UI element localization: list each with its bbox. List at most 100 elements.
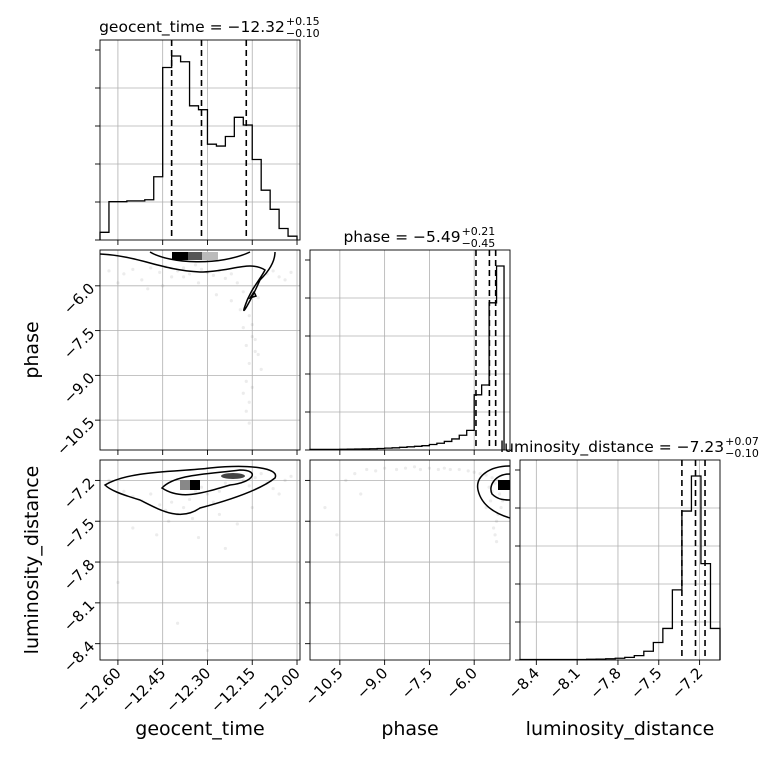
sample-point — [223, 276, 227, 280]
sample-point — [235, 522, 239, 526]
sample-point — [487, 485, 491, 489]
sample-point — [484, 473, 488, 477]
sample-point — [499, 506, 503, 510]
sample-point — [205, 648, 210, 653]
x-tick-label: −9.0 — [353, 664, 391, 702]
sample-point — [211, 500, 216, 504]
sample-point — [478, 472, 482, 476]
contour-outer — [103, 465, 277, 516]
density-secondary — [221, 473, 245, 479]
sample-point — [158, 270, 162, 274]
title-sub-luminosity_distance: −0.10 — [725, 447, 759, 460]
density-high — [180, 480, 190, 490]
sample-point — [217, 489, 222, 493]
sample-point — [223, 481, 227, 485]
sample-point — [131, 526, 135, 530]
sample-point — [442, 466, 446, 470]
panel-frame — [99, 39, 301, 241]
panel-phase-hist: phase = −5.49 +0.21−0.45 — [305, 225, 511, 455]
panel-geocent_time-hist: geocent_time = −12.32 +0.15−0.10 — [95, 15, 320, 245]
panel-geocent_time-vs-phase: −10.5 −9.0 −7.5 −6.0 phase — [21, 249, 301, 459]
y-tick-label: −8.1 — [60, 596, 98, 634]
sample-point — [488, 499, 493, 503]
sample-point — [250, 385, 254, 389]
sample-point — [116, 580, 120, 585]
contour-inner — [149, 251, 251, 263]
sample-point — [394, 467, 399, 472]
sample-point — [211, 273, 216, 277]
histogram-phase — [309, 265, 505, 451]
title-sub-phase: −0.45 — [462, 237, 496, 250]
y-tick-label: −6.0 — [60, 279, 98, 317]
sample-point — [247, 400, 251, 404]
y-tick-label: −7.5 — [60, 324, 98, 362]
sample-point — [283, 478, 287, 483]
sample-point — [205, 492, 210, 496]
sample-point — [250, 506, 254, 510]
x-tick-label: −12.00 — [252, 664, 304, 716]
sample-point — [214, 293, 219, 297]
title-sup-phase: +0.21 — [462, 225, 496, 238]
sample-point — [193, 263, 198, 267]
y-tick-label: −7.2 — [60, 474, 98, 512]
sample-point — [259, 472, 263, 476]
y-tick-label: −7.5 — [60, 515, 98, 553]
sample-point — [259, 367, 263, 372]
sample-point — [359, 492, 363, 496]
x-tick-label: −12.45 — [118, 664, 170, 716]
sample-point — [253, 349, 257, 354]
x-tick-label: −12.30 — [162, 664, 214, 716]
sample-point — [229, 272, 233, 276]
sample-point — [167, 519, 171, 523]
sample-point — [403, 466, 408, 470]
sample-point — [140, 278, 144, 282]
panel-title-phase: phase = −5.49 — [343, 228, 460, 246]
density-high — [188, 252, 202, 260]
contour-outer — [100, 251, 276, 312]
title-sub-geocent_time: −0.10 — [286, 27, 320, 40]
sample-point — [457, 467, 461, 472]
sample-point — [223, 546, 227, 551]
sample-point — [238, 308, 242, 312]
sample-point — [247, 314, 251, 318]
sample-point — [289, 474, 293, 478]
sample-point — [244, 379, 248, 383]
panel-frame — [309, 249, 511, 451]
contours-phase-geocent — [100, 251, 276, 312]
sample-point — [256, 352, 260, 357]
x-tick-label: −12.15 — [207, 664, 259, 716]
y-axis-label-luminosity_distance: luminosity_distance — [21, 466, 43, 655]
sample-point — [158, 503, 162, 507]
sample-point — [271, 269, 275, 273]
panel-luminosity_distance-hist: luminosity_distance = −7.23 +0.07−0.10 −8.… — [500, 435, 759, 740]
panel-frame — [309, 459, 511, 661]
contours-ld-phase — [476, 465, 510, 519]
sample-point — [149, 492, 153, 496]
sample-point — [235, 281, 239, 285]
sample-point — [247, 484, 251, 488]
sample-point — [353, 472, 357, 476]
sample-point — [229, 299, 233, 303]
x-tick-label: −7.5 — [398, 664, 436, 702]
x-tick-label: −7.8 — [586, 664, 624, 702]
sample-point — [256, 296, 260, 300]
panel-frame — [99, 459, 301, 661]
sample-point — [466, 469, 470, 473]
sample-point — [181, 506, 186, 510]
sample-point — [494, 519, 499, 523]
sample-point — [190, 516, 195, 521]
sample-point — [412, 465, 417, 469]
sample-point — [383, 466, 387, 470]
sample-point — [436, 467, 440, 472]
panel-title-geocent_time: geocent_time = −12.32 — [99, 18, 285, 37]
sample-point — [193, 489, 198, 493]
sample-point — [122, 489, 126, 493]
sample-point — [497, 492, 502, 496]
sample-point — [116, 281, 120, 285]
sample-point — [271, 486, 275, 491]
sample-point — [283, 278, 287, 282]
sample-point — [187, 272, 192, 276]
x-tick-label: −7.2 — [668, 664, 706, 702]
sample-point — [107, 269, 111, 273]
